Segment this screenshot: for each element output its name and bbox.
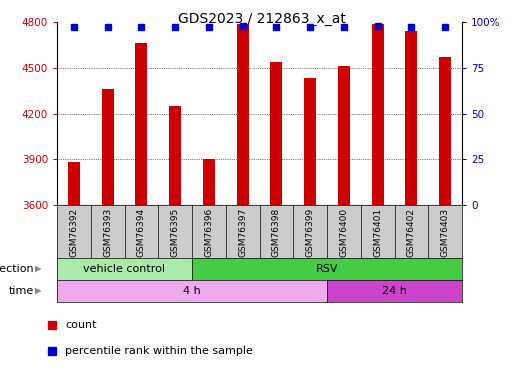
Bar xyxy=(338,66,350,205)
Text: GSM76402: GSM76402 xyxy=(407,208,416,256)
Text: GSM76400: GSM76400 xyxy=(339,208,348,257)
Text: percentile rank within the sample: percentile rank within the sample xyxy=(65,346,253,356)
Bar xyxy=(101,89,113,205)
Text: infection: infection xyxy=(0,264,33,274)
Text: GSM76392: GSM76392 xyxy=(70,208,78,257)
Bar xyxy=(169,106,181,205)
Text: GSM76398: GSM76398 xyxy=(272,208,281,257)
Text: time: time xyxy=(8,286,33,296)
Text: GDS2023 / 212863_x_at: GDS2023 / 212863_x_at xyxy=(178,12,345,26)
Text: GSM76399: GSM76399 xyxy=(305,208,315,257)
Text: 24 h: 24 h xyxy=(382,286,407,296)
Text: GSM76396: GSM76396 xyxy=(204,208,213,257)
Bar xyxy=(304,78,316,205)
Text: GSM76401: GSM76401 xyxy=(373,208,382,257)
Bar xyxy=(68,162,80,205)
Bar xyxy=(270,62,282,205)
Text: count: count xyxy=(65,320,97,330)
Bar xyxy=(203,159,215,205)
Text: vehicle control: vehicle control xyxy=(84,264,165,274)
Bar xyxy=(372,24,383,205)
Text: GSM76393: GSM76393 xyxy=(103,208,112,257)
Text: RSV: RSV xyxy=(316,264,338,274)
Text: GSM76397: GSM76397 xyxy=(238,208,247,257)
Text: 4 h: 4 h xyxy=(183,286,201,296)
Bar xyxy=(439,57,451,205)
Bar xyxy=(237,24,248,205)
Bar xyxy=(405,31,417,205)
Bar xyxy=(135,44,147,205)
Text: GSM76394: GSM76394 xyxy=(137,208,146,257)
Text: GSM76403: GSM76403 xyxy=(440,208,450,257)
Text: GSM76395: GSM76395 xyxy=(170,208,179,257)
